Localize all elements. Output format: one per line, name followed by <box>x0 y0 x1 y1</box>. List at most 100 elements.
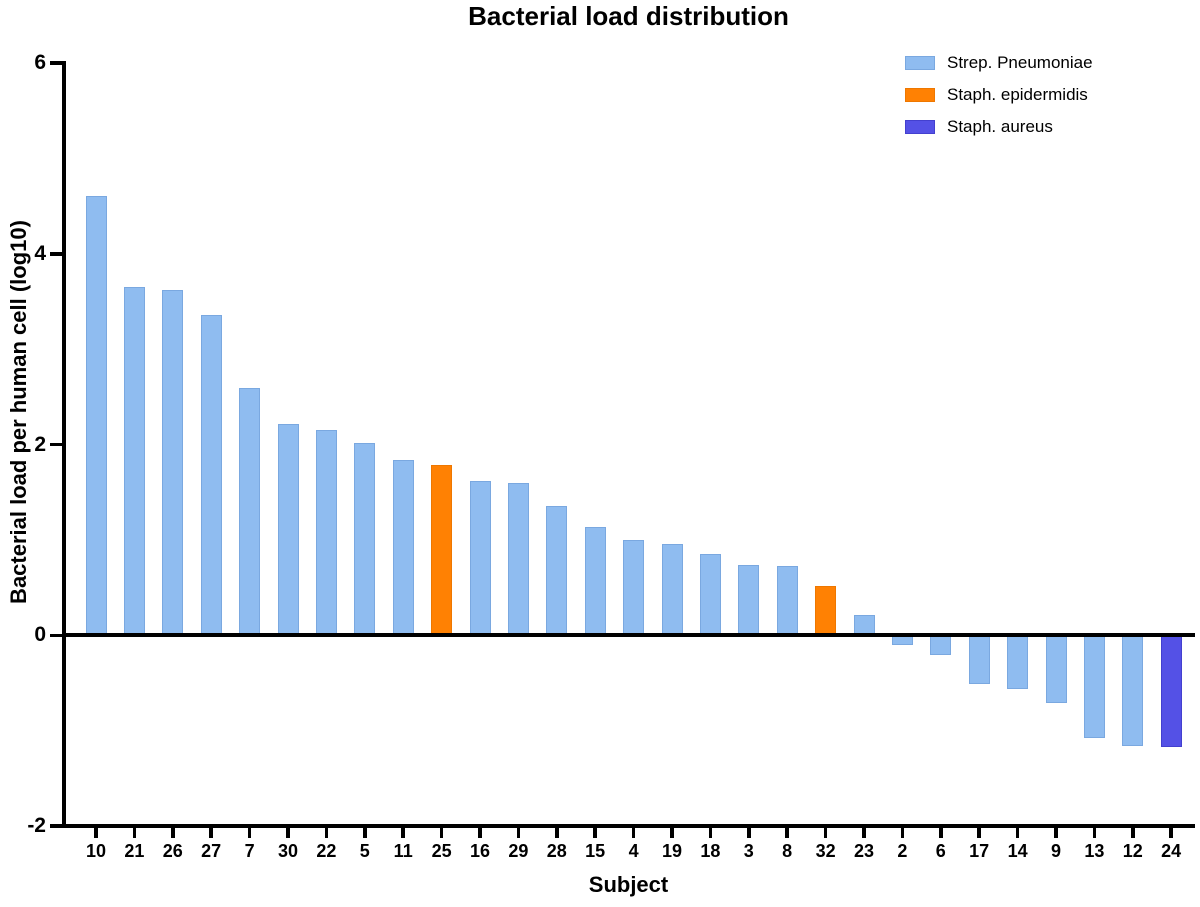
x-axis-tick-label: 2 <box>897 841 908 861</box>
bar-subject-19 <box>661 543 683 636</box>
x-axis-tick <box>823 828 828 838</box>
x-axis-tick <box>1054 828 1058 838</box>
x-axis-tick <box>900 828 905 838</box>
x-axis-tick-label: 23 <box>853 841 875 861</box>
bar-subject-26 <box>162 289 184 636</box>
x-axis-tick-label: 6 <box>935 841 946 861</box>
x-axis-tick-label: 8 <box>782 841 793 861</box>
x-axis-tick-label: 16 <box>469 841 491 861</box>
legend-item-staph-aureus: Staph. aureus <box>905 117 1093 137</box>
x-axis-tick-label: 27 <box>201 841 222 861</box>
x-axis-tick <box>785 828 789 838</box>
bar-subject-27 <box>200 314 222 636</box>
bar-subject-12 <box>1122 635 1144 746</box>
x-axis-title: Subject <box>588 872 669 897</box>
legend-label: Staph. aureus <box>947 117 1053 136</box>
x-axis-tick-label: 26 <box>162 841 183 861</box>
x-axis-tick <box>478 828 482 838</box>
x-axis-tick-label: 30 <box>277 841 299 861</box>
x-axis-tick-label: 14 <box>1007 841 1028 861</box>
legend-swatch-staph-aureus <box>905 120 935 134</box>
x-axis-tick <box>286 828 290 838</box>
y-axis-tick <box>50 442 62 447</box>
bar-subject-10 <box>85 195 107 636</box>
bar-subject-28 <box>546 505 568 636</box>
bar-subject-24 <box>1160 635 1182 747</box>
x-axis-tick <box>708 828 713 838</box>
legend-item-staph-epidermidis: Staph. epidermidis <box>905 85 1093 105</box>
x-axis-tick-label: 28 <box>546 841 567 861</box>
legend-item-strep-pneumoniae: Strep. Pneumoniae <box>905 53 1093 73</box>
x-axis-tick <box>324 828 329 838</box>
x-axis-tick <box>1131 828 1135 838</box>
bar-subject-11 <box>392 459 414 636</box>
chart-title: Bacterial load distribution <box>468 1 789 31</box>
legend-swatch-strep-pneumoniae <box>905 56 935 70</box>
legend-label: Strep. Pneumoniae <box>947 53 1093 72</box>
x-axis-tick-label: 32 <box>815 841 836 861</box>
bar-subject-25 <box>431 465 453 636</box>
bar-subject-13 <box>1083 635 1105 739</box>
x-axis-tick-label: 7 <box>244 841 255 861</box>
bar-subject-32 <box>815 585 837 636</box>
y-axis-line <box>62 61 66 828</box>
x-axis-tick <box>939 828 943 838</box>
x-axis-tick <box>1015 828 1020 838</box>
x-axis-tick-label: 10 <box>85 841 107 861</box>
x-axis-tick-label: 5 <box>359 841 370 861</box>
y-axis-tick-label: 4 <box>34 241 46 265</box>
x-axis-tick-label: 4 <box>628 841 639 861</box>
bar-subject-30 <box>277 423 299 636</box>
x-axis-tick <box>670 828 674 838</box>
bar-subject-18 <box>699 554 721 636</box>
x-axis-tick <box>1092 828 1097 838</box>
bar-subject-9 <box>1045 635 1067 703</box>
zero-baseline <box>62 633 1195 638</box>
bar-subject-17 <box>968 635 990 684</box>
x-axis-tick-label: 17 <box>969 841 990 861</box>
bar-subject-21 <box>123 287 145 636</box>
x-axis-line <box>62 824 1195 828</box>
x-axis-tick-label: 3 <box>743 841 754 861</box>
bar-subject-16 <box>469 480 491 636</box>
bar-subject-22 <box>315 430 337 636</box>
x-axis-tick <box>516 828 521 838</box>
bar-subject-8 <box>776 565 798 636</box>
x-axis-tick <box>363 828 367 838</box>
x-axis-tick-label: 24 <box>1161 841 1182 861</box>
bar-subject-15 <box>584 526 606 636</box>
bar-subject-4 <box>623 539 645 636</box>
legend: Strep. Pneumoniae Staph. epidermidis Sta… <box>905 53 1093 149</box>
x-axis-tick <box>439 828 444 838</box>
y-axis-tick <box>50 252 62 256</box>
x-axis-tick-label: 13 <box>1084 841 1105 861</box>
x-axis-tick-label: 15 <box>585 841 606 861</box>
x-axis-tick <box>747 828 751 838</box>
x-axis-tick <box>631 828 636 838</box>
y-axis-tick <box>50 633 62 637</box>
x-axis-tick <box>94 828 98 838</box>
legend-swatch-staph-epidermidis <box>905 88 935 102</box>
x-axis-tick <box>593 828 597 838</box>
bar-subject-29 <box>507 482 529 636</box>
x-axis-tick-label: 22 <box>316 841 337 861</box>
bar-subject-5 <box>354 442 376 636</box>
x-axis-tick-label: 29 <box>508 841 529 861</box>
bar-subject-23 <box>853 615 875 636</box>
x-axis-tick-label: 18 <box>700 841 721 861</box>
x-axis-tick-label: 11 <box>393 841 413 861</box>
x-axis-tick-label: 12 <box>1122 841 1143 861</box>
y-axis-tick-label: 0 <box>34 623 46 647</box>
bar-subject-3 <box>738 564 760 636</box>
x-axis-tick-label: 25 <box>431 841 452 861</box>
y-axis-tick-label: -2 <box>27 814 46 837</box>
x-axis-tick <box>555 828 559 838</box>
x-axis-tick-label: 19 <box>661 841 683 861</box>
y-axis-tick <box>50 824 62 828</box>
x-axis-tick <box>401 828 405 838</box>
y-axis-title: Bacterial load per human cell (log10) <box>6 220 31 604</box>
x-axis-tick <box>862 828 866 838</box>
x-axis-tick-label: 9 <box>1050 841 1061 861</box>
x-axis-tick <box>977 828 981 838</box>
x-axis-tick-label: 21 <box>124 841 145 861</box>
